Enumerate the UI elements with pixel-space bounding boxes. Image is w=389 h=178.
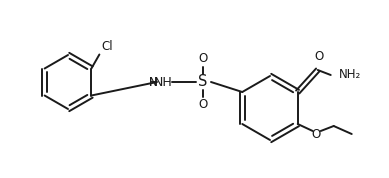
Text: H: H xyxy=(149,75,158,88)
Text: O: O xyxy=(198,98,208,111)
Text: NH₂: NH₂ xyxy=(339,69,361,82)
Text: S: S xyxy=(198,75,208,90)
Text: O: O xyxy=(198,53,208,66)
Text: O: O xyxy=(314,50,323,63)
Text: O: O xyxy=(311,127,320,140)
Text: N: N xyxy=(149,75,158,88)
Text: NH: NH xyxy=(154,75,172,88)
Text: Cl: Cl xyxy=(102,41,113,54)
